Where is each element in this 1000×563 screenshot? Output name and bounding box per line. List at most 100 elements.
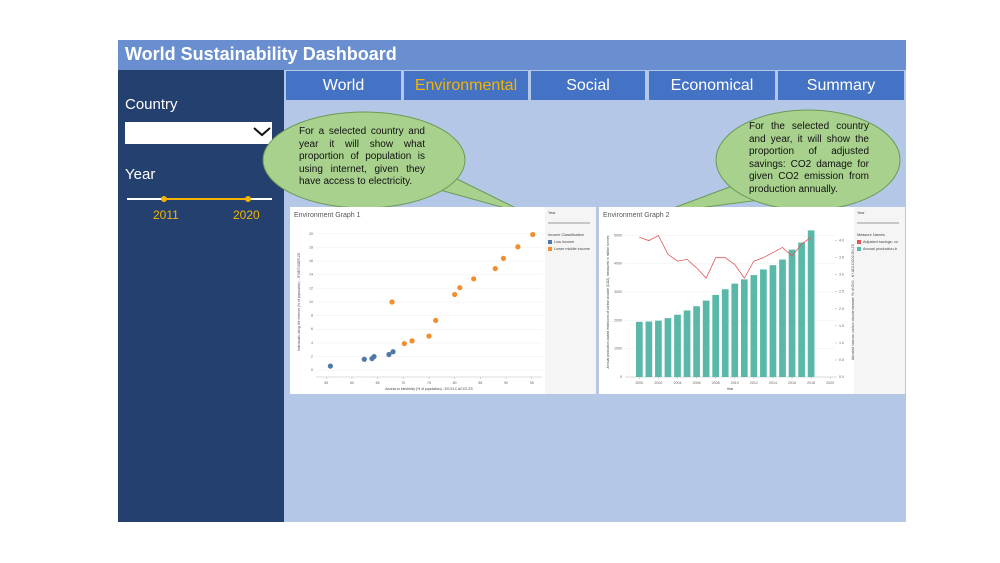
y-tick-label: 4 xyxy=(311,341,313,345)
filter-title: Year xyxy=(857,211,865,215)
bar xyxy=(683,310,691,377)
legend-label: Low income xyxy=(554,240,574,244)
x-axis-title: Access to electricity (% of population) … xyxy=(385,387,473,391)
scatter-point xyxy=(361,356,367,362)
scatter-point xyxy=(457,285,463,291)
bar xyxy=(750,275,758,377)
x-tick-label: 55 xyxy=(324,381,328,385)
nav-tab[interactable]: World xyxy=(286,71,401,100)
scatter-point xyxy=(426,333,432,339)
y-tick-label: 8 xyxy=(311,314,313,318)
scatter-point xyxy=(492,265,498,272)
x-tick-label: 70 xyxy=(401,381,405,385)
y-tick-label: 2 xyxy=(311,354,313,358)
y-tick-label: 0 xyxy=(620,375,622,379)
nav-tab[interactable]: Economical xyxy=(649,71,775,100)
bar xyxy=(655,320,662,377)
x-tick-label: 65 xyxy=(376,381,380,385)
legend-panel xyxy=(854,207,905,394)
bar xyxy=(664,318,672,377)
dashboard-title: World Sustainability Dashboard xyxy=(125,44,397,64)
legend-swatch xyxy=(857,240,861,244)
year-slider[interactable] xyxy=(118,190,284,210)
x-tick-label: 2006 xyxy=(693,381,701,385)
x-tick-label: 2000 xyxy=(635,381,643,385)
country-label: Country xyxy=(125,96,178,113)
bar xyxy=(798,242,805,377)
nav-tab[interactable]: Summary xyxy=(778,71,904,100)
x-tick-label: 2014 xyxy=(769,381,777,385)
y2-tick-label: 3.5 xyxy=(839,256,844,260)
x-tick-label: 2008 xyxy=(712,381,720,385)
scatter-point xyxy=(433,317,439,324)
y2-tick-label: 0.5 xyxy=(839,358,844,362)
x-tick-label: 2016 xyxy=(788,381,796,385)
legend-swatch xyxy=(548,247,552,251)
y2-tick-label: 1.0 xyxy=(839,341,844,345)
x-tick-label: 95 xyxy=(530,381,534,385)
country-dropdown[interactable] xyxy=(125,122,272,144)
scatter-point xyxy=(452,291,458,298)
x-tick-label: 90 xyxy=(504,381,508,385)
y2-tick-label: 3.0 xyxy=(839,273,844,277)
chart-title: Environment Graph 2 xyxy=(603,212,670,219)
legend-swatch xyxy=(857,247,861,251)
x-axis-title: Year xyxy=(727,387,735,391)
scatter-point xyxy=(471,276,477,282)
y2-tick-label: 4.0 xyxy=(839,239,844,243)
scatter-point xyxy=(409,338,415,344)
y2-tick-label: 2.5 xyxy=(839,290,844,294)
y-axis-title: Individuals using the Internet (% of pop… xyxy=(297,252,301,351)
bar xyxy=(788,249,796,377)
y2-tick-label: 1.5 xyxy=(839,324,844,328)
y-tick-label: 1000 xyxy=(614,347,622,351)
legend-panel xyxy=(545,207,596,394)
x-tick-label: 2018 xyxy=(807,381,815,385)
scatter-point xyxy=(401,340,407,347)
callout-text: For the selected country and year, it wi… xyxy=(749,121,869,195)
bar xyxy=(807,230,815,377)
year-start: 2011 xyxy=(153,208,179,222)
callout-text: For a selected country and year it will … xyxy=(299,126,425,187)
bar xyxy=(645,321,653,377)
y-tick-label: 10 xyxy=(309,300,313,304)
legend-label: Lower middle income xyxy=(554,247,590,251)
line xyxy=(639,234,812,279)
dropdown-chevron xyxy=(253,127,271,137)
bar xyxy=(779,259,786,377)
y-tick-label: 2000 xyxy=(614,318,622,322)
bar xyxy=(769,265,777,377)
scatter-point xyxy=(371,353,377,360)
header-bar xyxy=(118,40,906,70)
bar xyxy=(674,314,681,377)
scatter-point xyxy=(530,231,536,238)
year-end: 2020 xyxy=(233,208,260,222)
bar xyxy=(760,269,767,377)
y2-axis-title: Adjusted savings: carbon dioxide damage … xyxy=(851,243,855,360)
bar xyxy=(702,300,710,377)
bar xyxy=(721,289,729,377)
x-tick-label: 2002 xyxy=(654,381,662,385)
nav-tab[interactable]: Environmental xyxy=(404,71,528,100)
legend-label: Adjusted savings: co xyxy=(863,240,898,244)
y-tick-label: 16 xyxy=(309,259,313,263)
x-tick-label: 2010 xyxy=(731,381,739,385)
legend-label: Annual production-b xyxy=(863,247,897,251)
y-tick-label: 0 xyxy=(311,368,313,372)
x-tick-label: 60 xyxy=(350,381,354,385)
y-tick-label: 5000 xyxy=(614,233,622,237)
y-tick-label: 18 xyxy=(309,245,313,249)
bar xyxy=(731,283,739,377)
y-tick-label: 3000 xyxy=(614,290,622,294)
y2-tick-label: 0.0 xyxy=(839,375,844,379)
sidebar xyxy=(118,70,284,522)
y-tick-label: 4000 xyxy=(614,262,622,266)
x-tick-label: 85 xyxy=(478,381,482,385)
bar xyxy=(740,279,748,377)
y-tick-label: 12 xyxy=(309,286,313,290)
legend-title: Income Classification xyxy=(548,233,584,237)
nav-tab[interactable]: Social xyxy=(531,71,645,100)
filter-title: Year xyxy=(548,211,556,215)
y-tick-label: 6 xyxy=(311,327,313,331)
scatter-point xyxy=(389,299,395,305)
